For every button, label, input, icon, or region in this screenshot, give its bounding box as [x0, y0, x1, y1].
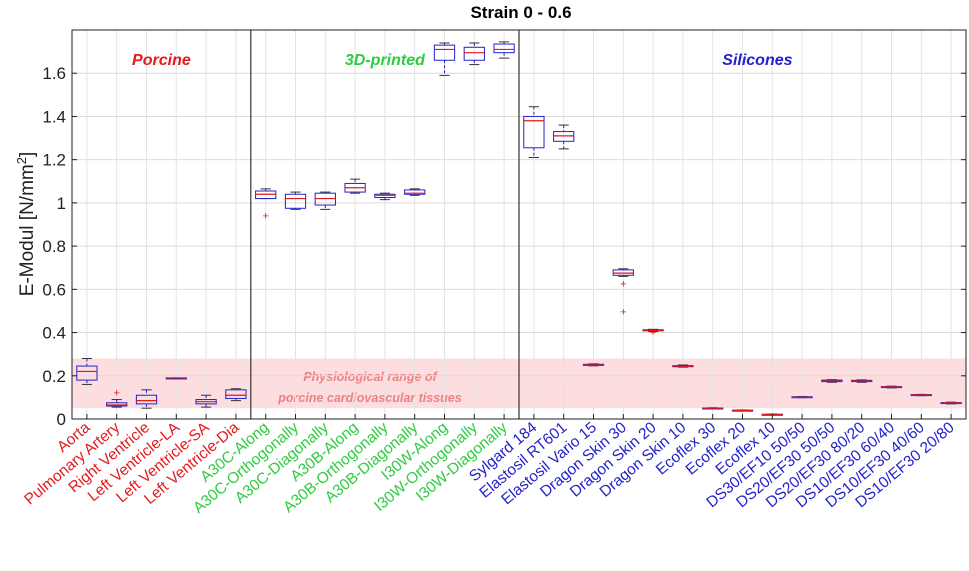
group-label-1: 3D-printed [345, 52, 426, 69]
y-tick-label-0: 0 [57, 410, 66, 429]
box-21 [702, 407, 724, 410]
box-14 [493, 41, 515, 59]
box-8 [314, 191, 336, 210]
box-16 [553, 124, 575, 150]
box-7 [284, 191, 307, 210]
box-body-11 [404, 189, 426, 195]
box-outlier-18-0: + [620, 278, 626, 290]
group-label-2: Silicones [722, 52, 792, 69]
box-body-2 [135, 394, 158, 405]
box-body-13 [463, 46, 485, 61]
y-tick-label-2: 0.4 [42, 324, 66, 343]
y-tick-label-4: 0.8 [42, 237, 66, 256]
box-outlier-6-0: + [262, 210, 268, 222]
y-axis-ticks: 0 0.2 0.4 0.6 0.8 1 1.2 1.4 1.6 [42, 64, 966, 429]
box-body-14 [493, 43, 515, 54]
box-layer: +++++ [76, 41, 962, 416]
box-18: ++ [612, 268, 634, 319]
box-20 [672, 364, 694, 368]
box-13 [463, 42, 485, 66]
y-tick-label-1: 0.2 [42, 367, 66, 386]
box-19: + [642, 327, 664, 339]
y-axis-label-end: ] [17, 152, 38, 157]
group-labels: Porcine 3D-printed Silicones [132, 52, 793, 69]
box-9 [344, 178, 366, 194]
box-4 [195, 394, 217, 408]
box-25 [821, 379, 843, 383]
y-tick-label-7: 1.4 [42, 107, 66, 126]
box-outlier-18-1: + [620, 307, 626, 319]
box-24 [791, 396, 813, 399]
box-12 [433, 42, 456, 76]
physiological-range-label-line2: porcine cardiovascular tissues [277, 391, 461, 405]
box-10 [374, 192, 396, 201]
y-axis-label-superscript: 2 [14, 157, 29, 164]
box-body-0 [76, 365, 98, 381]
box-body-7 [284, 193, 307, 209]
box-11 [404, 188, 426, 196]
box-outlier-19-0: + [650, 327, 656, 339]
y-axis-label: E-Modul [N/mm2] [14, 152, 38, 296]
y-tick-label-3: 0.6 [42, 280, 66, 299]
box-5 [225, 388, 247, 402]
box-body-5 [225, 389, 247, 399]
chart-title: Strain 0 - 0.6 [470, 3, 571, 22]
box-22 [731, 409, 754, 412]
y-axis-label-main: E-Modul [N/mm [17, 164, 38, 296]
group-label-0: Porcine [132, 52, 191, 69]
box-17 [582, 363, 605, 367]
box-1: + [106, 388, 128, 408]
box-15 [523, 106, 545, 159]
y-tick-label-5: 1 [57, 194, 66, 213]
box-29 [940, 401, 962, 405]
box-6: + [255, 188, 277, 222]
box-28 [910, 393, 932, 397]
box-body-12 [433, 44, 456, 61]
box-0 [76, 357, 98, 385]
box-outlier-1-0: + [113, 388, 119, 400]
y-tick-label-6: 1.2 [42, 151, 66, 170]
box-27 [880, 385, 903, 389]
plot-frame [71, 29, 967, 420]
box-body-15 [523, 115, 545, 149]
box-26 [851, 379, 873, 383]
physiological-range-label-line1: Physiological range of [303, 370, 438, 384]
box-2 [135, 389, 158, 409]
box-3 [165, 377, 187, 380]
group-divider-layer [250, 30, 520, 419]
y-tick-label-8: 1.6 [42, 64, 66, 83]
